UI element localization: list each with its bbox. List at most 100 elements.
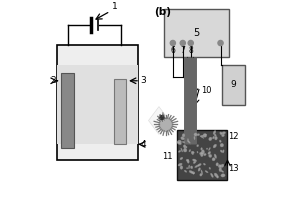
Ellipse shape [220, 143, 224, 147]
Ellipse shape [193, 161, 196, 164]
Ellipse shape [178, 150, 181, 152]
Ellipse shape [185, 146, 187, 148]
Text: 9: 9 [231, 80, 236, 89]
Circle shape [160, 116, 164, 120]
Text: 1: 1 [112, 2, 118, 11]
Ellipse shape [184, 147, 186, 149]
Ellipse shape [194, 133, 197, 136]
Ellipse shape [206, 148, 208, 149]
Text: 2: 2 [51, 76, 56, 85]
Ellipse shape [187, 159, 189, 163]
Ellipse shape [200, 136, 204, 138]
Ellipse shape [195, 165, 199, 168]
Ellipse shape [197, 151, 198, 153]
Ellipse shape [220, 170, 224, 172]
Ellipse shape [220, 164, 224, 168]
Ellipse shape [203, 163, 206, 165]
Text: 5: 5 [194, 28, 200, 38]
Ellipse shape [200, 135, 204, 137]
Bar [57, 45, 138, 160]
Ellipse shape [209, 154, 212, 157]
Ellipse shape [214, 136, 217, 140]
Ellipse shape [193, 172, 194, 174]
Ellipse shape [219, 168, 222, 172]
Ellipse shape [204, 153, 206, 156]
Ellipse shape [201, 154, 203, 157]
Ellipse shape [216, 163, 218, 166]
Text: (b): (b) [154, 7, 171, 17]
Bar [221, 65, 245, 105]
Ellipse shape [200, 173, 202, 176]
Bar [61, 73, 74, 148]
Circle shape [180, 40, 185, 46]
Ellipse shape [220, 150, 223, 152]
Ellipse shape [192, 172, 195, 174]
Circle shape [188, 40, 193, 46]
Ellipse shape [223, 150, 224, 153]
Ellipse shape [208, 151, 211, 154]
Circle shape [218, 40, 223, 46]
Ellipse shape [178, 163, 182, 166]
Polygon shape [148, 107, 170, 134]
Ellipse shape [183, 149, 187, 152]
Ellipse shape [192, 153, 194, 155]
Ellipse shape [189, 150, 190, 152]
Ellipse shape [214, 154, 217, 158]
Ellipse shape [191, 151, 194, 154]
Ellipse shape [213, 131, 216, 134]
Ellipse shape [178, 140, 182, 143]
Text: 12: 12 [229, 132, 239, 141]
Ellipse shape [197, 145, 199, 147]
Text: 11: 11 [162, 152, 172, 161]
Ellipse shape [218, 165, 221, 168]
Ellipse shape [217, 176, 219, 178]
Ellipse shape [211, 173, 213, 177]
Ellipse shape [201, 170, 202, 174]
Ellipse shape [189, 170, 193, 173]
Text: 3: 3 [140, 76, 146, 85]
Ellipse shape [213, 144, 217, 148]
Ellipse shape [193, 159, 196, 162]
Ellipse shape [198, 164, 201, 166]
Ellipse shape [182, 134, 185, 137]
Ellipse shape [187, 140, 190, 143]
Ellipse shape [221, 132, 226, 134]
Ellipse shape [200, 152, 203, 155]
Ellipse shape [186, 159, 189, 161]
Ellipse shape [180, 166, 183, 169]
Ellipse shape [205, 134, 207, 135]
Ellipse shape [209, 137, 212, 141]
Ellipse shape [190, 166, 193, 169]
Ellipse shape [184, 170, 187, 172]
Circle shape [159, 118, 173, 131]
Text: 8: 8 [188, 46, 193, 55]
Ellipse shape [182, 141, 185, 143]
Ellipse shape [201, 150, 205, 154]
Ellipse shape [177, 141, 182, 145]
Ellipse shape [219, 140, 221, 142]
Ellipse shape [188, 165, 190, 169]
Circle shape [170, 40, 175, 46]
Ellipse shape [221, 174, 225, 177]
Ellipse shape [212, 136, 214, 139]
Ellipse shape [220, 132, 222, 135]
Ellipse shape [205, 171, 208, 173]
Ellipse shape [181, 137, 184, 140]
Ellipse shape [181, 148, 183, 152]
Ellipse shape [222, 134, 224, 137]
Bar [177, 130, 227, 180]
Ellipse shape [214, 173, 218, 177]
Ellipse shape [188, 139, 189, 142]
Ellipse shape [194, 136, 195, 140]
Text: 7: 7 [180, 46, 185, 55]
Ellipse shape [208, 148, 210, 150]
Bar [57, 65, 138, 144]
Text: 4: 4 [140, 140, 146, 149]
Ellipse shape [212, 158, 215, 161]
Text: 13: 13 [229, 164, 239, 173]
Ellipse shape [197, 134, 200, 136]
Text: 6: 6 [170, 46, 175, 55]
Ellipse shape [214, 134, 216, 136]
Ellipse shape [183, 145, 186, 148]
Bar [114, 79, 126, 144]
